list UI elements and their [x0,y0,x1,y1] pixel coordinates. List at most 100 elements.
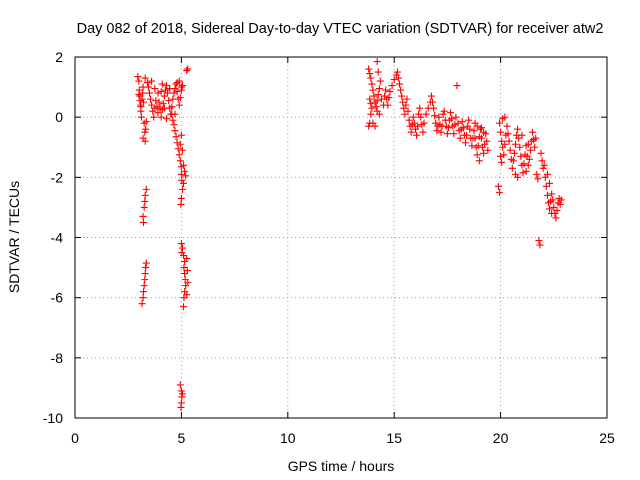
data-point [385,94,393,102]
data-point [420,119,428,127]
data-point [176,381,184,389]
data-point [508,164,516,172]
data-point [393,68,401,76]
data-point [382,86,390,94]
data-point [184,279,192,287]
data-point [506,146,514,154]
y-tick-label: -10 [43,410,63,426]
data-point [142,259,150,267]
data-point [480,149,488,157]
data-point [374,91,382,99]
data-point [405,116,413,124]
data-point [178,393,186,401]
data-point [154,109,162,117]
data-point [155,98,163,106]
data-point [505,137,513,145]
data-point [399,98,407,106]
data-point [532,134,540,142]
data-point [141,128,149,136]
data-point [535,237,543,245]
data-point [160,92,168,100]
data-point [414,122,422,130]
data-points [134,58,565,411]
data-point [141,276,149,284]
data-point [550,203,558,211]
data-point [386,88,394,96]
x-tick-label: 5 [178,430,186,446]
data-point [142,264,150,272]
data-point [516,143,524,151]
data-point [369,86,377,94]
data-point [416,104,424,112]
data-point [140,203,148,211]
data-point [514,173,522,181]
data-point [170,89,178,97]
data-point [466,125,474,133]
data-point [430,104,438,112]
data-point [137,103,145,111]
data-point [494,182,502,190]
data-point [148,101,156,109]
data-point [372,103,380,111]
data-point [145,89,153,97]
data-point [398,92,406,100]
data-point [180,264,188,272]
data-point [183,267,191,275]
data-point [447,109,455,117]
data-point [168,110,176,118]
data-point [154,89,162,97]
data-point [531,143,539,151]
data-point [173,139,181,147]
data-point [553,206,561,214]
data-point [140,98,148,106]
data-point [140,288,148,296]
data-point [140,218,148,226]
data-point [444,124,452,132]
data-point [178,249,186,257]
data-point [433,127,441,135]
data-point [175,101,183,109]
data-point [142,125,150,133]
data-point [453,82,461,90]
data-point [376,77,384,85]
data-point [373,97,381,105]
data-point [533,170,541,178]
x-tick-labels: 0 5 10 15 20 25 [71,430,615,446]
data-point [153,103,161,111]
data-point [498,158,506,166]
data-point [144,83,152,91]
data-point [178,185,186,193]
data-point [548,190,556,198]
data-point [498,137,506,145]
data-point [168,103,176,111]
data-point [150,113,158,121]
data-point [454,119,462,127]
data-point [181,167,189,175]
data-point [515,134,523,142]
data-point [540,161,548,169]
data-point [180,303,188,311]
data-point [504,130,512,138]
data-point [475,157,483,165]
data-point [164,89,172,97]
data-point [176,157,184,165]
data-point [461,139,469,147]
data-point [437,128,445,136]
x-tick-label: 15 [386,430,402,446]
data-point [148,77,156,85]
data-point [177,131,185,139]
data-point [463,131,471,139]
data-point [171,127,179,135]
y-tick-label: -4 [51,230,64,246]
data-point [175,77,183,85]
data-point [483,137,491,145]
y-tick-label: -8 [51,350,64,366]
data-point [184,65,192,73]
data-point [366,70,374,78]
y-tick-label: 0 [55,109,63,125]
data-point [141,197,149,205]
data-point [134,73,142,81]
data-point [526,146,534,154]
data-point [403,95,411,103]
data-point [135,77,143,85]
